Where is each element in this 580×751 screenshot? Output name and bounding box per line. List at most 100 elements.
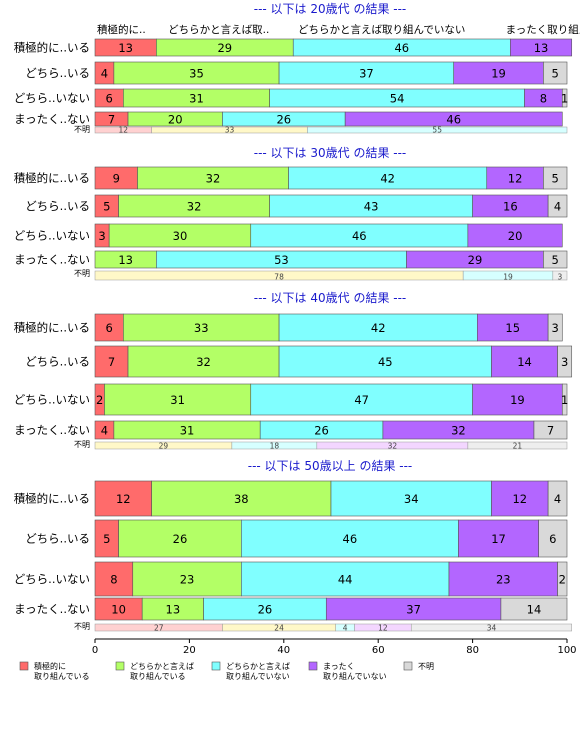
bar-segment bbox=[538, 519, 568, 558]
bar-value-label: 2 bbox=[96, 393, 103, 407]
bar-value-label: 7 bbox=[108, 113, 115, 127]
bar-segment bbox=[477, 313, 549, 342]
column-header-label: 積極的に.. bbox=[97, 23, 146, 36]
panel-title: --- 以下は 20歳代 の結果 --- bbox=[254, 2, 407, 16]
bar-segment bbox=[250, 383, 473, 416]
bar-segment bbox=[500, 597, 568, 621]
bar-value-label: 5 bbox=[552, 253, 559, 267]
row-label: 積極的に..いる bbox=[14, 41, 90, 55]
panel-title: --- 以下は 40歳代 の結果 --- bbox=[254, 291, 407, 305]
bar-segment bbox=[547, 480, 568, 517]
legend-swatch bbox=[211, 661, 221, 671]
bar-value-label: 12 bbox=[116, 492, 131, 506]
bar-value-label: 13 bbox=[118, 41, 133, 55]
row-label: まったく..ない bbox=[14, 253, 90, 267]
bar-segment bbox=[491, 480, 549, 517]
panel-title: --- 以下は 50歳以上 の結果 --- bbox=[248, 459, 413, 473]
legend-entry-label: 取り組んでいない bbox=[226, 671, 290, 681]
row-label: 積極的に..いる bbox=[14, 171, 90, 185]
legend-swatch bbox=[115, 661, 125, 671]
bar-segment bbox=[118, 519, 242, 558]
bar-value-label: 3 bbox=[561, 355, 568, 369]
bar-segment bbox=[127, 345, 280, 378]
bar-value-label: 46 bbox=[343, 532, 358, 546]
bar-value-label: 3 bbox=[98, 229, 105, 243]
row-label: どちら..いる bbox=[25, 355, 90, 369]
bar-value-label: 46 bbox=[446, 113, 461, 127]
bar-segment bbox=[241, 561, 450, 597]
bar-value-label: 5 bbox=[103, 532, 110, 546]
row-label: どちら..いない bbox=[14, 572, 90, 586]
bar-segment bbox=[510, 38, 573, 57]
bar-value-label: 46 bbox=[352, 229, 367, 243]
bar-value-label: 2 bbox=[559, 573, 566, 587]
bar-value-label: 32 bbox=[451, 424, 466, 438]
bar-value-label: 14 bbox=[527, 603, 542, 617]
row-label: どちら..いる bbox=[25, 66, 90, 80]
bar-value-label: 1 bbox=[561, 92, 568, 106]
unknown-value-label: 24 bbox=[274, 624, 284, 633]
unknown-row-label: 不明 bbox=[74, 622, 90, 631]
bar-value-label: 10 bbox=[111, 603, 126, 617]
bar-segment bbox=[330, 480, 492, 517]
bar-value-label: 26 bbox=[258, 603, 273, 617]
legend-entry-label: 積極的に bbox=[34, 661, 66, 671]
bar-value-label: 5 bbox=[552, 67, 559, 81]
bar-segment bbox=[344, 111, 563, 127]
bar-value-label: 20 bbox=[168, 113, 183, 127]
unknown-value-label: 34 bbox=[487, 624, 497, 633]
bar-value-label: 45 bbox=[378, 355, 393, 369]
bar-value-label: 37 bbox=[406, 603, 421, 617]
bar-value-label: 3 bbox=[552, 321, 559, 335]
unknown-value-label: 55 bbox=[432, 126, 442, 135]
bar-value-label: 37 bbox=[359, 67, 374, 81]
row-label: どちら..いない bbox=[14, 393, 90, 407]
unknown-value-label: 21 bbox=[513, 442, 523, 451]
bar-value-label: 26 bbox=[173, 532, 188, 546]
bar-segment bbox=[561, 88, 568, 108]
bar-value-label: 19 bbox=[510, 393, 525, 407]
unknown-value-label: 27 bbox=[154, 624, 164, 633]
bar-segment bbox=[533, 420, 568, 440]
bar-segment bbox=[547, 313, 563, 342]
bar-value-label: 13 bbox=[534, 41, 549, 55]
bar-value-label: 9 bbox=[113, 172, 120, 186]
column-header-label: どちらかと言えば取.. bbox=[168, 23, 269, 36]
unknown-value-label: 33 bbox=[225, 126, 235, 135]
row-label: どちら..いない bbox=[14, 91, 90, 105]
legend-swatch bbox=[19, 661, 29, 671]
bar-value-label: 30 bbox=[173, 229, 188, 243]
x-tick-label: 100 bbox=[557, 645, 576, 656]
legend-entry-label: 取り組んでいる bbox=[130, 671, 186, 681]
row-label: どちら..いる bbox=[25, 532, 90, 546]
unknown-row-label: 不明 bbox=[74, 269, 90, 278]
bar-value-label: 53 bbox=[274, 253, 289, 267]
bar-segment bbox=[123, 313, 280, 342]
row-label: まったく..ない bbox=[14, 602, 90, 616]
unknown-value-label: 78 bbox=[274, 273, 284, 282]
bar-value-label: 5 bbox=[552, 172, 559, 186]
panel-title: --- 以下は 30歳代 の結果 --- bbox=[254, 146, 407, 160]
legend-entry-label: 取り組んでいない bbox=[323, 671, 387, 681]
bar-value-label: 29 bbox=[217, 41, 232, 55]
bar-segment bbox=[448, 561, 558, 597]
bar-value-label: 44 bbox=[338, 573, 353, 587]
bar-value-label: 26 bbox=[276, 113, 291, 127]
unknown-value-label: 32 bbox=[388, 442, 398, 451]
x-tick-label: 60 bbox=[372, 645, 385, 656]
row-label: どちら..いる bbox=[25, 199, 90, 213]
bar-value-label: 14 bbox=[517, 355, 532, 369]
bar-value-label: 46 bbox=[394, 41, 409, 55]
bar-value-label: 15 bbox=[505, 321, 520, 335]
bar-value-label: 31 bbox=[189, 92, 204, 106]
bar-segment bbox=[278, 345, 492, 378]
x-tick-label: 0 bbox=[92, 645, 98, 656]
bar-segment bbox=[557, 561, 568, 597]
x-tick-label: 80 bbox=[466, 645, 479, 656]
bar-value-label: 33 bbox=[194, 321, 209, 335]
bar-segment bbox=[557, 345, 573, 378]
bar-value-label: 31 bbox=[170, 393, 185, 407]
bar-value-label: 38 bbox=[234, 492, 249, 506]
